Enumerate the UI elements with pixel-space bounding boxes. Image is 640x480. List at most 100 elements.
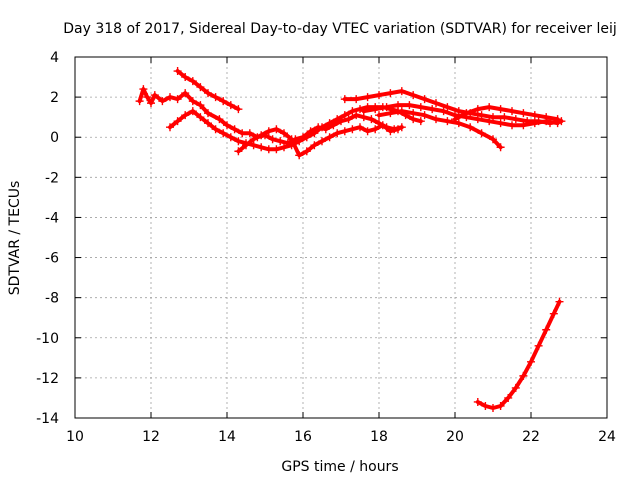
- data-point: [173, 117, 182, 126]
- data-point: [211, 125, 220, 134]
- series-track-a: [135, 85, 406, 148]
- x-tick-label: 24: [598, 429, 616, 445]
- data-point: [367, 115, 376, 124]
- data-point: [439, 107, 448, 116]
- data-point: [409, 109, 418, 118]
- y-tick-label: 0: [50, 130, 59, 146]
- data-point: [318, 137, 326, 146]
- data-point: [238, 129, 247, 138]
- data-point: [196, 101, 205, 110]
- grid: [75, 57, 607, 418]
- y-tick-label: 4: [50, 50, 59, 66]
- series-line: [236, 123, 400, 158]
- data-point: [352, 95, 361, 104]
- data-point: [553, 115, 562, 124]
- data-point: [280, 143, 288, 152]
- data-point: [555, 297, 564, 306]
- data-point: [500, 113, 509, 122]
- data-point: [397, 87, 406, 96]
- data-point: [181, 89, 190, 98]
- data-point: [340, 111, 349, 120]
- data-point: [196, 113, 205, 122]
- series-track-i: [473, 297, 564, 412]
- x-tick-label: 22: [522, 429, 540, 445]
- data-point: [188, 97, 197, 106]
- data-point: [485, 103, 494, 112]
- data-point: [454, 119, 463, 128]
- data-point: [542, 113, 551, 122]
- data-point: [504, 393, 513, 402]
- data-point: [508, 107, 516, 116]
- data-point: [181, 111, 190, 120]
- data-point: [386, 109, 395, 118]
- series-track-g: [375, 107, 505, 152]
- y-tick-label: -10: [36, 331, 59, 347]
- data-point: [333, 115, 342, 124]
- data-point: [333, 129, 342, 138]
- data-point: [287, 135, 296, 144]
- data-point: [310, 129, 319, 138]
- data-point: [280, 129, 288, 138]
- series-track-h: [451, 103, 562, 124]
- data-point: [496, 105, 505, 114]
- data-point: [375, 91, 383, 100]
- data-point: [496, 143, 505, 152]
- data-point: [219, 97, 228, 106]
- chart-title: Day 318 of 2017, Sidereal Day-to-day VTE…: [63, 21, 617, 37]
- data-point: [477, 129, 486, 138]
- data-point: [234, 147, 243, 156]
- data-point: [485, 117, 494, 126]
- data-point: [272, 125, 281, 134]
- data-point: [451, 115, 459, 124]
- data-point: [420, 111, 429, 120]
- x-tick-label: 16: [294, 429, 312, 445]
- data-point: [473, 105, 482, 114]
- data-point: [454, 107, 463, 116]
- data-point: [462, 109, 471, 118]
- y-tick-label: -8: [45, 291, 59, 307]
- data-point: [147, 99, 155, 108]
- data-point: [173, 95, 182, 104]
- y-tick-label: -12: [36, 371, 59, 387]
- data-point: [386, 89, 395, 98]
- data-point: [477, 111, 486, 120]
- data-point: [204, 89, 212, 98]
- data-point: [325, 119, 334, 128]
- data-point: [519, 371, 528, 380]
- data-point: [204, 119, 212, 128]
- data-point: [234, 105, 243, 114]
- data-point: [264, 127, 273, 136]
- data-point: [219, 129, 228, 138]
- data-point: [295, 151, 304, 160]
- data-point: [249, 135, 258, 144]
- data-point: [344, 115, 353, 124]
- data-point: [295, 137, 304, 146]
- data-point: [143, 93, 152, 102]
- data-point: [416, 103, 425, 112]
- data-point: [473, 115, 482, 124]
- data-point: [181, 73, 190, 82]
- plot-frame: [74, 56, 608, 419]
- data-point: [394, 125, 402, 134]
- data-point: [348, 125, 357, 134]
- y-tick-label: -4: [45, 210, 59, 226]
- data-point: [519, 109, 528, 118]
- data-point: [268, 135, 277, 144]
- data-point: [158, 97, 167, 106]
- series-track-d: [234, 121, 402, 160]
- data-point: [542, 325, 551, 334]
- data-point: [242, 141, 250, 150]
- data-point: [511, 383, 520, 392]
- data-point: [432, 99, 440, 108]
- data-point: [211, 93, 220, 102]
- y-tick-label: -2: [45, 170, 59, 186]
- data-point: [135, 97, 144, 106]
- data-point: [318, 123, 326, 132]
- x-tick-label: 10: [66, 429, 84, 445]
- data-point: [204, 109, 212, 118]
- data-point: [397, 107, 406, 116]
- x-tick-label: 18: [370, 429, 388, 445]
- data-point: [409, 91, 418, 100]
- data-point: [352, 111, 361, 120]
- data-point: [511, 115, 520, 124]
